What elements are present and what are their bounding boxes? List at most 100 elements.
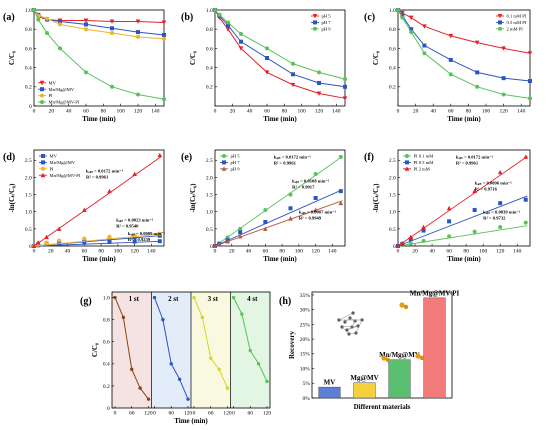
legend-marker [222, 154, 226, 158]
data-point [110, 31, 114, 36]
cycle-2: 2 st 0 60 120 [151, 292, 192, 417]
y-axis-label: -ln(Cₜ/C₀) [372, 183, 380, 213]
y-tick-label: 30% [300, 308, 311, 314]
x-axis-label: Different materials [354, 403, 411, 411]
data-point [263, 208, 268, 212]
data-point [225, 386, 230, 390]
panel-label-d: (d) [3, 152, 15, 163]
data-point [313, 196, 318, 200]
x-tick-label: 20 [48, 249, 54, 255]
x-tick-label: 0 [397, 109, 400, 115]
data-point [265, 379, 269, 384]
data-point [523, 154, 529, 159]
particle-2-b [385, 357, 391, 363]
x-tick-label: 140 [328, 249, 337, 255]
x-tick-label: 20 [230, 109, 236, 115]
data-point [288, 206, 293, 211]
data-point [422, 51, 427, 56]
bar-category-label: Mn/Mg@MV-PI [410, 289, 460, 297]
r-squared-label: R² = 0.9239 [128, 237, 151, 242]
data-point [395, 243, 401, 248]
legend-entry: Mn/Mg@MV [49, 87, 75, 92]
fit-line [33, 240, 162, 247]
legend-marker [39, 80, 45, 86]
x-tick-label: 100 [482, 109, 491, 115]
y-tick-label: 0.5 [25, 227, 32, 233]
data-point [161, 20, 167, 25]
x-tick-label: 20 [49, 109, 55, 115]
data-point [472, 229, 477, 234]
legend-marker [313, 20, 317, 25]
data-point [146, 397, 151, 401]
bar-category-label: Mg@MV [350, 374, 378, 382]
bar-category-label: Mn/Mg@MV [379, 351, 420, 359]
y-axis-label: -ln(Cₜ/C₀) [8, 183, 16, 213]
data-point [212, 243, 218, 248]
bar-4 [423, 297, 446, 399]
x-tick-label: 120 [499, 109, 508, 115]
data-point [82, 238, 87, 243]
y-tick-label: 20% [300, 337, 311, 343]
data-point [216, 241, 222, 247]
legend-marker [41, 160, 45, 165]
x-tick-label: 120 [312, 249, 321, 255]
data-point [472, 188, 477, 194]
legend-marker [40, 93, 44, 98]
panel-label-a: (a) [3, 12, 15, 23]
data-point [162, 36, 166, 41]
series-line [33, 9, 165, 100]
data-point [138, 386, 142, 390]
y-tick-label: 0 [107, 406, 110, 412]
data-point [338, 200, 344, 206]
series-d-2 [32, 231, 162, 248]
plot-frame-e [214, 149, 346, 247]
data-point [136, 34, 140, 39]
x-axis-label: Time (min) [447, 115, 481, 123]
x-tick-label: 40 [430, 109, 436, 115]
x-tick-label: 0 [153, 411, 156, 417]
plot-frame-h [311, 291, 453, 399]
data-point [316, 91, 322, 96]
data-point [409, 27, 414, 32]
data-point [192, 295, 196, 300]
x-tick-label: 0 [33, 249, 36, 255]
legend-marker [498, 26, 502, 31]
particle-3-b [419, 355, 425, 361]
data-point [36, 17, 41, 22]
panel-label-b: (b) [181, 12, 193, 23]
legend-marker [41, 154, 45, 158]
data-point [161, 317, 165, 322]
x-tick-label: 20 [229, 249, 235, 255]
x-tick-label: 0 [214, 249, 217, 255]
data-point [400, 15, 405, 20]
cycle-label: 3 st [208, 295, 219, 303]
r-squared-label: R² = 0.9961 [86, 174, 109, 179]
x-tick-label: 60 [83, 109, 89, 115]
y-tick-label: 1.0 [103, 295, 110, 301]
data-point [409, 30, 414, 35]
rate-constant-label: kₒᵦₛ = 0.0087 min⁻¹ [299, 209, 337, 214]
data-point [338, 154, 343, 159]
fit-line [397, 195, 528, 247]
data-point [44, 240, 49, 245]
cycle-label: 4 st [247, 295, 258, 303]
x-tick-label: 120 [131, 249, 140, 255]
rate-constant-label: kₒᵦₛ = 0.0009 min⁻¹ [128, 231, 166, 236]
x-tick-label: 60 [448, 109, 454, 115]
data-point [421, 228, 426, 233]
x-tick-label: 80 [463, 249, 469, 255]
data-point [136, 30, 140, 35]
data-point [226, 20, 230, 25]
bond [338, 312, 354, 321]
x-tick-label: 60 [446, 249, 452, 255]
series-d-3 [31, 152, 163, 248]
data-point [237, 234, 243, 239]
data-point [200, 315, 205, 320]
y-tick-label: 0.8 [206, 27, 213, 33]
data-point [291, 72, 295, 77]
data-point [265, 46, 269, 51]
rate-constant-label: kₒᵦₛ = 0.0172 min⁻¹ [456, 155, 494, 160]
y-tick-label: 2.5 [389, 158, 396, 164]
